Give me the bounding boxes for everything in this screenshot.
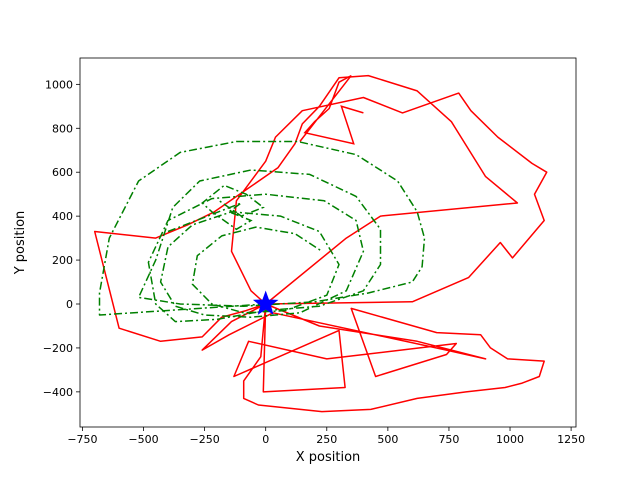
x-tick-label: 500 <box>377 433 398 446</box>
y-tick-label: 200 <box>52 254 73 267</box>
series-line-1-detail <box>299 74 364 145</box>
series-line-1 <box>93 74 548 413</box>
y-tick-label: 400 <box>52 210 73 223</box>
y-tick-label: −400 <box>43 386 73 399</box>
x-tick-label: 250 <box>316 433 337 446</box>
x-tick-label: 0 <box>262 433 269 446</box>
x-tick-label: 1250 <box>557 433 585 446</box>
x-tick-label: −750 <box>67 433 97 446</box>
x-tick-label: −500 <box>128 433 158 446</box>
y-tick-label: 1000 <box>45 78 73 91</box>
axes-frame <box>79 57 577 428</box>
x-axis: −750 −500 −250 0 250 500 750 1000 1250 <box>67 427 585 446</box>
x-tick-label: 750 <box>438 433 459 446</box>
marker-layer <box>252 290 279 315</box>
y-tick-label: 600 <box>52 166 73 179</box>
series-layer <box>93 74 548 413</box>
y-tick-label: −200 <box>43 342 73 355</box>
y-axis-label: Y position <box>13 211 28 276</box>
x-axis-label: X position <box>296 450 361 465</box>
y-tick-label: 0 <box>66 298 73 311</box>
series-line-2 <box>98 140 426 323</box>
y-axis: −400 −200 0 200 400 600 800 1000 <box>43 78 80 399</box>
y-tick-label: 800 <box>52 122 73 135</box>
x-tick-label: −250 <box>190 433 220 446</box>
x-tick-label: 1000 <box>496 433 524 446</box>
series-line-2-detail <box>167 184 265 233</box>
start-marker-star <box>252 290 279 315</box>
